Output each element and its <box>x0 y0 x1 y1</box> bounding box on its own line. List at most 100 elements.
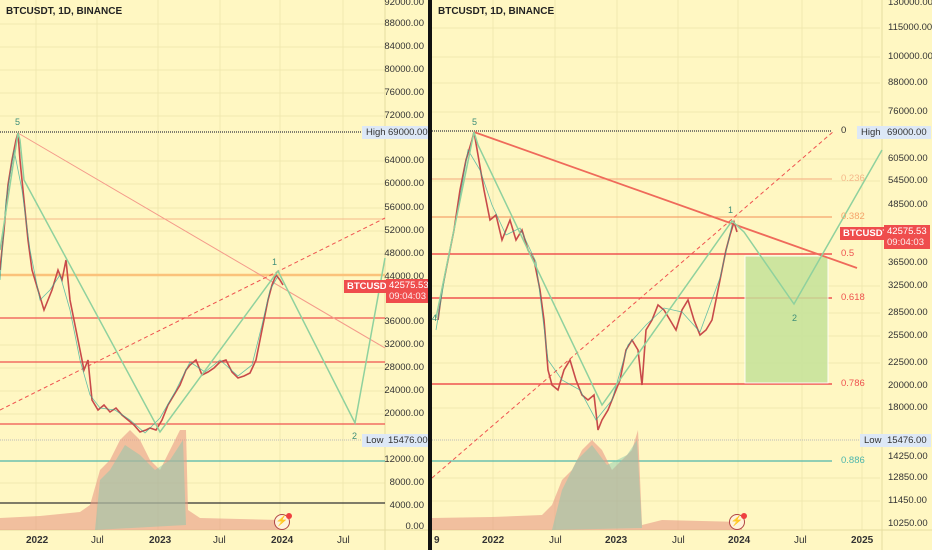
right-price-tick: 60500.00 <box>888 153 928 164</box>
right-price-tick: 18000.00 <box>888 402 928 413</box>
left-time-tick: Jul <box>91 535 104 546</box>
left-price-tick: 88000.00 <box>384 18 424 29</box>
right-price-tick: 25500.00 <box>888 330 928 341</box>
right-price-tick: 76000.00 <box>888 106 928 117</box>
left-price-tick: 20000.00 <box>384 408 424 419</box>
left-wave-projection <box>0 132 386 434</box>
right-price-tick: 130000.00 <box>888 0 932 8</box>
left-chart-title: BTCUSDT, 1D, BINANCE <box>6 6 123 17</box>
left-time-tick: 2023 <box>149 535 172 546</box>
right-price-tick: 22500.00 <box>888 357 928 368</box>
fib-label-0382: 0.382 <box>841 211 865 222</box>
fib-label-0: 0 <box>841 125 847 136</box>
left-price-tick: 76000.00 <box>384 87 424 98</box>
left-high-value: 69000.00 <box>386 126 428 139</box>
right-lightning-icon[interactable]: ⚡ <box>729 513 747 530</box>
right-wave-label-2: 2 <box>792 313 798 323</box>
right-time-tick: Jul <box>672 535 685 546</box>
left-price-tick: 64000.00 <box>384 155 424 166</box>
right-price-tick: 12850.00 <box>888 472 928 483</box>
left-volume-bars <box>0 430 280 530</box>
right-price-tick: 48500.00 <box>888 199 928 210</box>
left-price-tick: 92000.00 <box>384 0 424 8</box>
left-low-value: 15476.00 <box>386 434 428 447</box>
fib-label-0236: 0.236 <box>841 173 865 184</box>
left-symbol-tag: BTCUSDT <box>344 280 396 293</box>
right-low-label: Low <box>860 434 886 447</box>
left-wave-label-5: 5 <box>15 117 21 127</box>
right-price-tick: 32500.00 <box>888 280 928 291</box>
left-price-tick: 52000.00 <box>384 225 424 236</box>
fib-label-0786: 0.786 <box>841 378 865 389</box>
left-countdown: 09:04:03 <box>389 291 426 302</box>
right-time-tick: 9 <box>434 535 440 546</box>
right-time-tick: 2022 <box>482 535 505 546</box>
left-price-line <box>0 132 284 433</box>
left-lightning-icon[interactable]: ⚡ <box>274 513 292 530</box>
right-time-tick: 2024 <box>728 535 751 546</box>
right-price-tick: 20000.00 <box>888 380 928 391</box>
left-chart-pane[interactable]: BTCUSDT, 1D, BINANCE 5 1 2 92000.00 8800… <box>0 0 428 550</box>
left-price-tick: 44000.00 <box>384 271 424 282</box>
fib-label-0618: 0.618 <box>841 292 865 303</box>
right-price-tick: 11450.00 <box>888 495 927 506</box>
right-last-price-tag: 42575.53 09:04:03 <box>884 225 930 249</box>
fib-label-05: 0.5 <box>841 248 855 259</box>
left-wave-label-2: 2 <box>352 431 358 441</box>
right-time-tick: Jul <box>794 535 807 546</box>
left-last-price-tag: 42575.53 09:04:03 <box>386 279 428 303</box>
left-price-tick: 60000.00 <box>384 178 424 189</box>
right-price-tick: 88000.00 <box>888 77 928 88</box>
right-wave-projection <box>435 131 883 407</box>
right-price-tick: 115000.00 <box>888 22 932 33</box>
right-price-tick: 36500.00 <box>888 257 928 268</box>
pane-divider[interactable] <box>428 0 432 550</box>
left-price-tick: 28000.00 <box>384 362 424 373</box>
right-chart-title: BTCUSDT, 1D, BINANCE <box>438 6 555 17</box>
right-wave-label-5: 5 <box>472 117 478 127</box>
left-high-label: High <box>362 126 390 139</box>
right-volume-bars <box>432 430 742 530</box>
left-price-tick: 80000.00 <box>384 64 424 75</box>
left-price-tick: 32000.00 <box>384 339 424 350</box>
left-price-tick: 8000.00 <box>389 477 424 488</box>
projection-box <box>744 255 829 384</box>
left-price-tick: 4000.00 <box>389 500 424 511</box>
right-time-tick: 2025 <box>851 535 874 546</box>
right-high-value: 69000.00 <box>883 126 931 139</box>
left-low-label: Low <box>362 434 388 447</box>
right-countdown: 09:04:03 <box>887 237 924 248</box>
fib-label-0886: 0.886 <box>841 455 865 466</box>
right-price-tick: 100000.00 <box>888 51 932 62</box>
right-chart-canvas[interactable] <box>432 0 932 550</box>
left-time-tick: Jul <box>213 535 226 546</box>
left-last-price: 42575.53 <box>389 280 428 291</box>
right-time-tick: 2023 <box>605 535 628 546</box>
left-price-tick: 84000.00 <box>384 41 424 52</box>
left-time-tick: 2022 <box>26 535 49 546</box>
right-chart-pane[interactable]: BTCUSDT, 1D, BINANCE 5 1 2 4 0 0.236 0.3… <box>432 0 932 550</box>
left-price-tick: 0.00 <box>405 521 425 532</box>
left-price-tick: 36000.00 <box>384 316 424 327</box>
left-wave-label-1: 1 <box>272 257 278 267</box>
left-price-tick: 72000.00 <box>384 110 424 121</box>
right-symbol-tag: BTCUSDT <box>840 227 892 240</box>
right-high-label: High <box>857 126 885 139</box>
right-wave-label-4: 4 <box>432 313 438 323</box>
left-time-tick: 2024 <box>271 535 294 546</box>
right-price-tick: 14250.00 <box>888 451 928 462</box>
left-chart-canvas[interactable] <box>0 0 428 550</box>
right-last-price: 42575.53 <box>887 226 927 237</box>
left-price-tick: 24000.00 <box>384 385 424 396</box>
right-low-value: 15476.00 <box>883 434 931 447</box>
left-price-tick: 48000.00 <box>384 248 424 259</box>
left-price-tick: 56000.00 <box>384 202 424 213</box>
right-price-tick: 28500.00 <box>888 307 928 318</box>
right-price-line <box>437 131 738 431</box>
right-time-tick: Jul <box>549 535 562 546</box>
left-time-tick: Jul <box>337 535 350 546</box>
right-price-tick: 54500.00 <box>888 175 928 186</box>
left-price-tick: 12000.00 <box>384 454 424 465</box>
right-wave-label-1: 1 <box>728 205 734 215</box>
right-price-tick: 10250.00 <box>888 518 928 529</box>
